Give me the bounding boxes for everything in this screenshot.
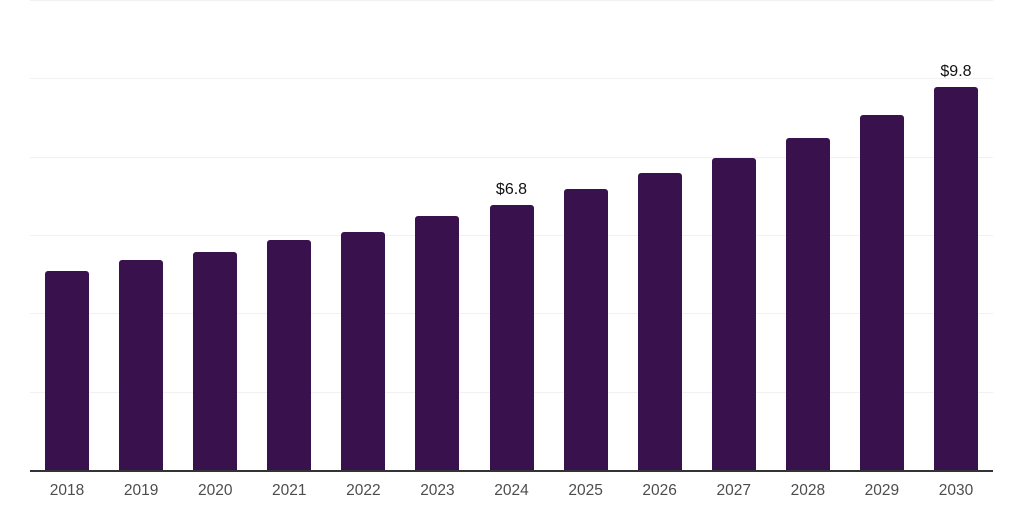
- bar-slot-2018: [30, 1, 104, 471]
- bar-2019: [119, 259, 164, 471]
- bar-2026: [637, 173, 682, 471]
- x-tick-label-2019: 2019: [123, 482, 159, 499]
- gridline-10: [30, 78, 993, 80]
- bar-slot-2028: [771, 1, 845, 471]
- bar-slot-2030: $9.8: [919, 1, 993, 471]
- bar-slot-2020: [178, 1, 252, 471]
- bar-2029: [859, 114, 904, 471]
- bar-2018: [45, 271, 90, 471]
- bar-2025: [563, 189, 608, 471]
- x-tick-label-2020: 2020: [197, 482, 233, 499]
- bar-2021: [267, 239, 312, 471]
- x-tick-label-2027: 2027: [716, 482, 751, 499]
- bar-2027: [711, 157, 756, 471]
- bar-2023: [415, 216, 460, 471]
- x-tick-label-2021: 2021: [272, 482, 307, 499]
- bar-slot-2027: [697, 1, 771, 471]
- bar-value-label-2030: $9.8: [940, 63, 972, 81]
- x-tick-label-2018: 2018: [49, 482, 85, 499]
- bar-2028: [785, 138, 830, 471]
- x-tick-label-2022: 2022: [346, 482, 381, 499]
- bar-slot-2021: [252, 1, 326, 471]
- bar-slot-2024: $6.8: [474, 1, 548, 471]
- x-tick-label-2026: 2026: [642, 482, 677, 499]
- x-tick-label-2030: 2030: [938, 482, 974, 499]
- bar-slot-2026: [623, 1, 697, 471]
- plot-area: $6.8 $9.8: [30, 0, 993, 472]
- x-tick-label-2023: 2023: [420, 482, 455, 499]
- x-tick-label-2029: 2029: [864, 482, 900, 499]
- bar-2024: [489, 204, 534, 471]
- x-tick-label-2025: 2025: [568, 482, 603, 499]
- gridline-8: [30, 156, 993, 158]
- bar-2020: [193, 251, 238, 471]
- bar-slot-2029: [845, 1, 919, 471]
- bar-slot-2019: [104, 1, 178, 471]
- bar-slot-2022: [326, 1, 400, 471]
- bars-group: $6.8 $9.8: [30, 1, 993, 471]
- x-tick-label-2024: 2024: [494, 482, 529, 499]
- bar-2022: [341, 232, 386, 471]
- x-tick-label-2028: 2028: [790, 482, 826, 499]
- x-axis-tick-labels: 2018 2019 2020 2021 2022 2023 2024 2025 2026 2027…: [30, 481, 993, 501]
- bar-2030: [933, 87, 978, 471]
- gridline-12: [30, 0, 993, 1]
- bar-slot-2023: [400, 1, 474, 471]
- bar-value-label-2024: $6.8: [495, 180, 528, 198]
- x-axis-line: [30, 470, 993, 472]
- bar-slot-2025: [549, 1, 623, 471]
